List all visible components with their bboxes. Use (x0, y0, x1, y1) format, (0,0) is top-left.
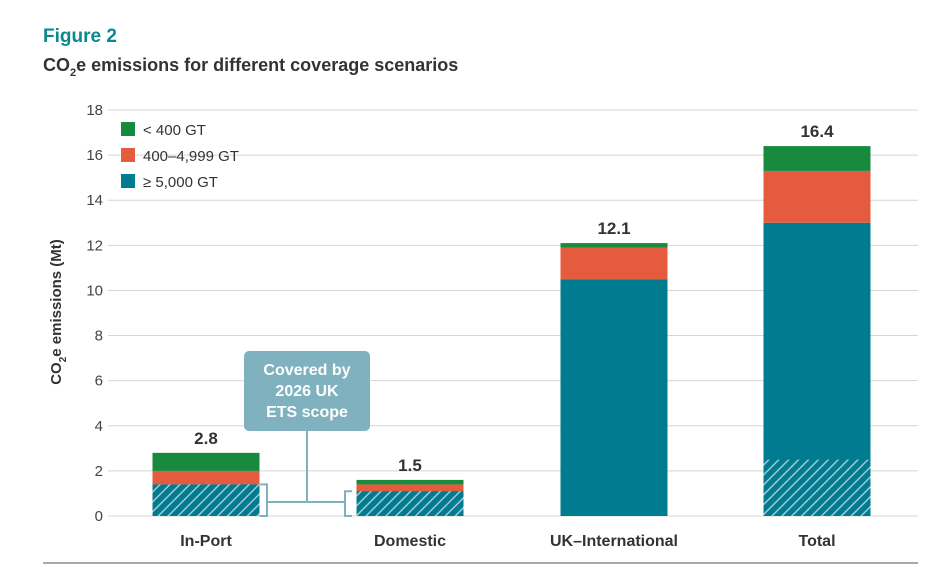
bar-segment (560, 243, 668, 248)
connector-line (260, 431, 352, 517)
annotation-box: Covered by 2026 UK ETS scope (244, 351, 370, 431)
legend-swatch (121, 148, 135, 162)
total-labels: 2.8 1.5 12.1 16.4 (194, 122, 834, 475)
bar-segment (356, 479, 464, 485)
bar-segment (763, 170, 871, 223)
y-tick-label: 18 (86, 102, 103, 119)
title-part-co: CO (43, 55, 70, 75)
legend-label: < 400 GT (143, 122, 206, 139)
hatched-segment (152, 484, 260, 516)
hatched-segment (763, 459, 871, 516)
bar-segment (560, 279, 668, 516)
legend-swatch (121, 174, 135, 188)
y-axis-label: CO2e emissions (Mt) (48, 239, 69, 385)
bar-segment (763, 146, 871, 171)
category-label: UK–International (550, 533, 678, 550)
bar-segment (560, 247, 668, 280)
annotation-line-1: Covered by (263, 362, 350, 379)
y-tick-labels: 0 2 4 6 8 10 12 14 16 18 (86, 102, 103, 525)
y-tick-label: 16 (86, 147, 103, 164)
annotation-line-2: 2026 UK (275, 383, 339, 400)
title-part-subscript: 2 (70, 67, 77, 79)
y-tick-label: 10 (86, 282, 103, 299)
total-label: 2.8 (194, 429, 218, 448)
y-tick-label: 12 (86, 237, 103, 254)
y-tick-label: 2 (95, 463, 103, 480)
y-tick-label: 8 (95, 328, 103, 345)
bar-segment (152, 470, 260, 485)
category-label: Total (798, 533, 835, 550)
legend-label: 400–4,999 GT (143, 148, 239, 165)
annotation-connector (260, 431, 352, 517)
total-label: 12.1 (597, 219, 630, 238)
title-part-rest: e emissions for different coverage scena… (76, 55, 459, 75)
figure-label: Figure 2 (43, 26, 117, 47)
total-label: 1.5 (398, 456, 422, 475)
category-labels: In-Port Domestic UK–International Total (180, 533, 835, 550)
y-tick-label: 14 (86, 192, 103, 209)
legend: < 400 GT 400–4,999 GT ≥ 5,000 GT (121, 122, 239, 191)
y-tick-label: 4 (95, 418, 103, 435)
y-tick-label: 6 (95, 373, 103, 390)
annotation-line-3: ETS scope (266, 404, 348, 421)
category-label: In-Port (180, 533, 232, 550)
hatched-segment (356, 491, 464, 516)
category-label: Domestic (374, 533, 446, 550)
bar-segment (152, 452, 260, 471)
bar-segment (356, 484, 464, 492)
chart-title: CO2e emissions for different coverage sc… (43, 55, 459, 79)
y-tick-label: 0 (95, 508, 103, 525)
total-label: 16.4 (800, 122, 834, 141)
legend-label: ≥ 5,000 GT (143, 174, 218, 191)
legend-swatch (121, 122, 135, 136)
bars (152, 146, 871, 516)
